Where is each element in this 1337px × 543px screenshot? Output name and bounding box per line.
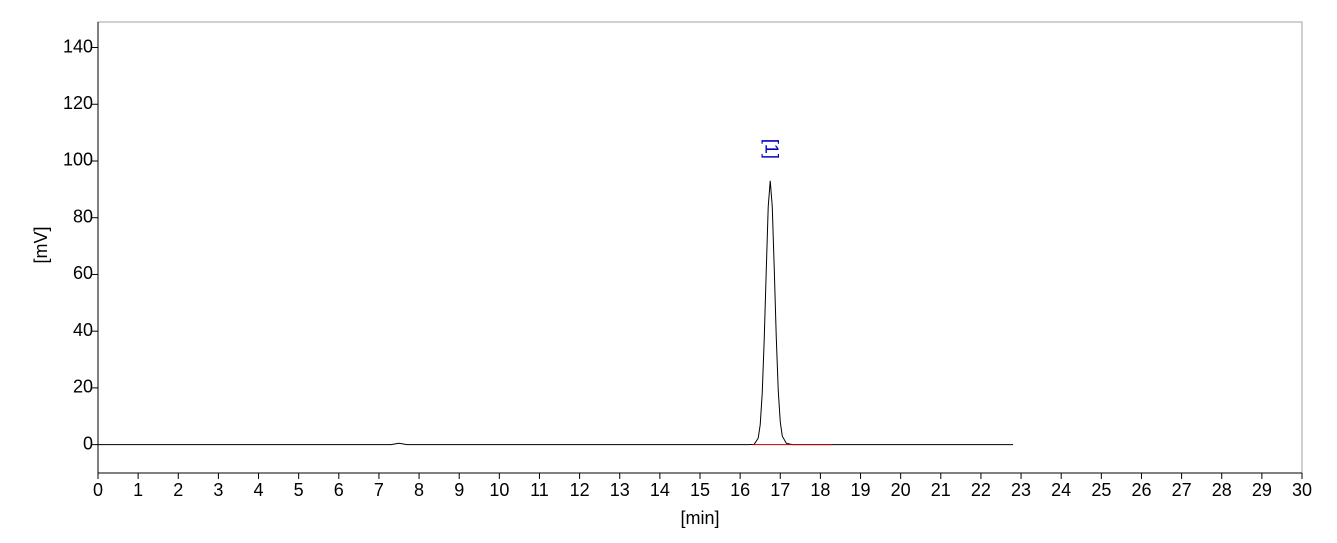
- x-tick-label: 11: [530, 480, 549, 500]
- x-tick-label: 9: [454, 480, 464, 500]
- peak-label: [1]: [761, 139, 781, 159]
- x-tick-label: 4: [254, 480, 264, 500]
- x-tick-label: 18: [810, 480, 830, 500]
- x-tick-label: 29: [1252, 480, 1272, 500]
- x-tick-label: 27: [1172, 480, 1192, 500]
- x-axis-label: [min]: [680, 508, 719, 528]
- y-tick-label: 20: [73, 377, 93, 397]
- x-tick-label: 2: [173, 480, 183, 500]
- x-tick-label: 7: [374, 480, 384, 500]
- x-tick-label: 14: [650, 480, 670, 500]
- x-tick-label: 28: [1212, 480, 1232, 500]
- x-tick-label: 26: [1131, 480, 1151, 500]
- y-tick-label: 0: [83, 433, 93, 453]
- y-tick-label: 40: [73, 320, 93, 340]
- x-tick-label: 10: [489, 480, 509, 500]
- x-tick-label: 1: [133, 480, 143, 500]
- x-tick-label: 16: [730, 480, 750, 500]
- x-tick-label: 19: [851, 480, 871, 500]
- x-tick-label: 5: [294, 480, 304, 500]
- plot-frame: [97, 21, 1303, 474]
- x-tick-label: 24: [1051, 480, 1071, 500]
- x-tick-label: 30: [1292, 480, 1312, 500]
- x-tick-label: 21: [931, 480, 951, 500]
- x-tick-label: 20: [891, 480, 911, 500]
- x-tick-label: 6: [334, 480, 344, 500]
- x-tick-label: 22: [971, 480, 991, 500]
- y-tick-label: 100: [63, 150, 93, 170]
- x-tick-label: 0: [93, 480, 103, 500]
- x-tick-label: 23: [1011, 480, 1031, 500]
- x-tick-label: 8: [414, 480, 424, 500]
- x-tick-label: 12: [570, 480, 590, 500]
- x-tick-label: 25: [1091, 480, 1111, 500]
- y-axis-label: [mV]: [31, 226, 51, 263]
- series-line: [98, 180, 1014, 446]
- x-tick-label: 17: [770, 480, 790, 500]
- y-tick-label: 80: [73, 206, 93, 226]
- y-tick-label: 140: [63, 36, 93, 56]
- y-tick-label: 60: [73, 263, 93, 283]
- x-tick-label: 15: [690, 480, 710, 500]
- y-tick-label: 120: [63, 93, 93, 113]
- x-tick-label: 13: [610, 480, 630, 500]
- x-tick-label: 3: [213, 480, 223, 500]
